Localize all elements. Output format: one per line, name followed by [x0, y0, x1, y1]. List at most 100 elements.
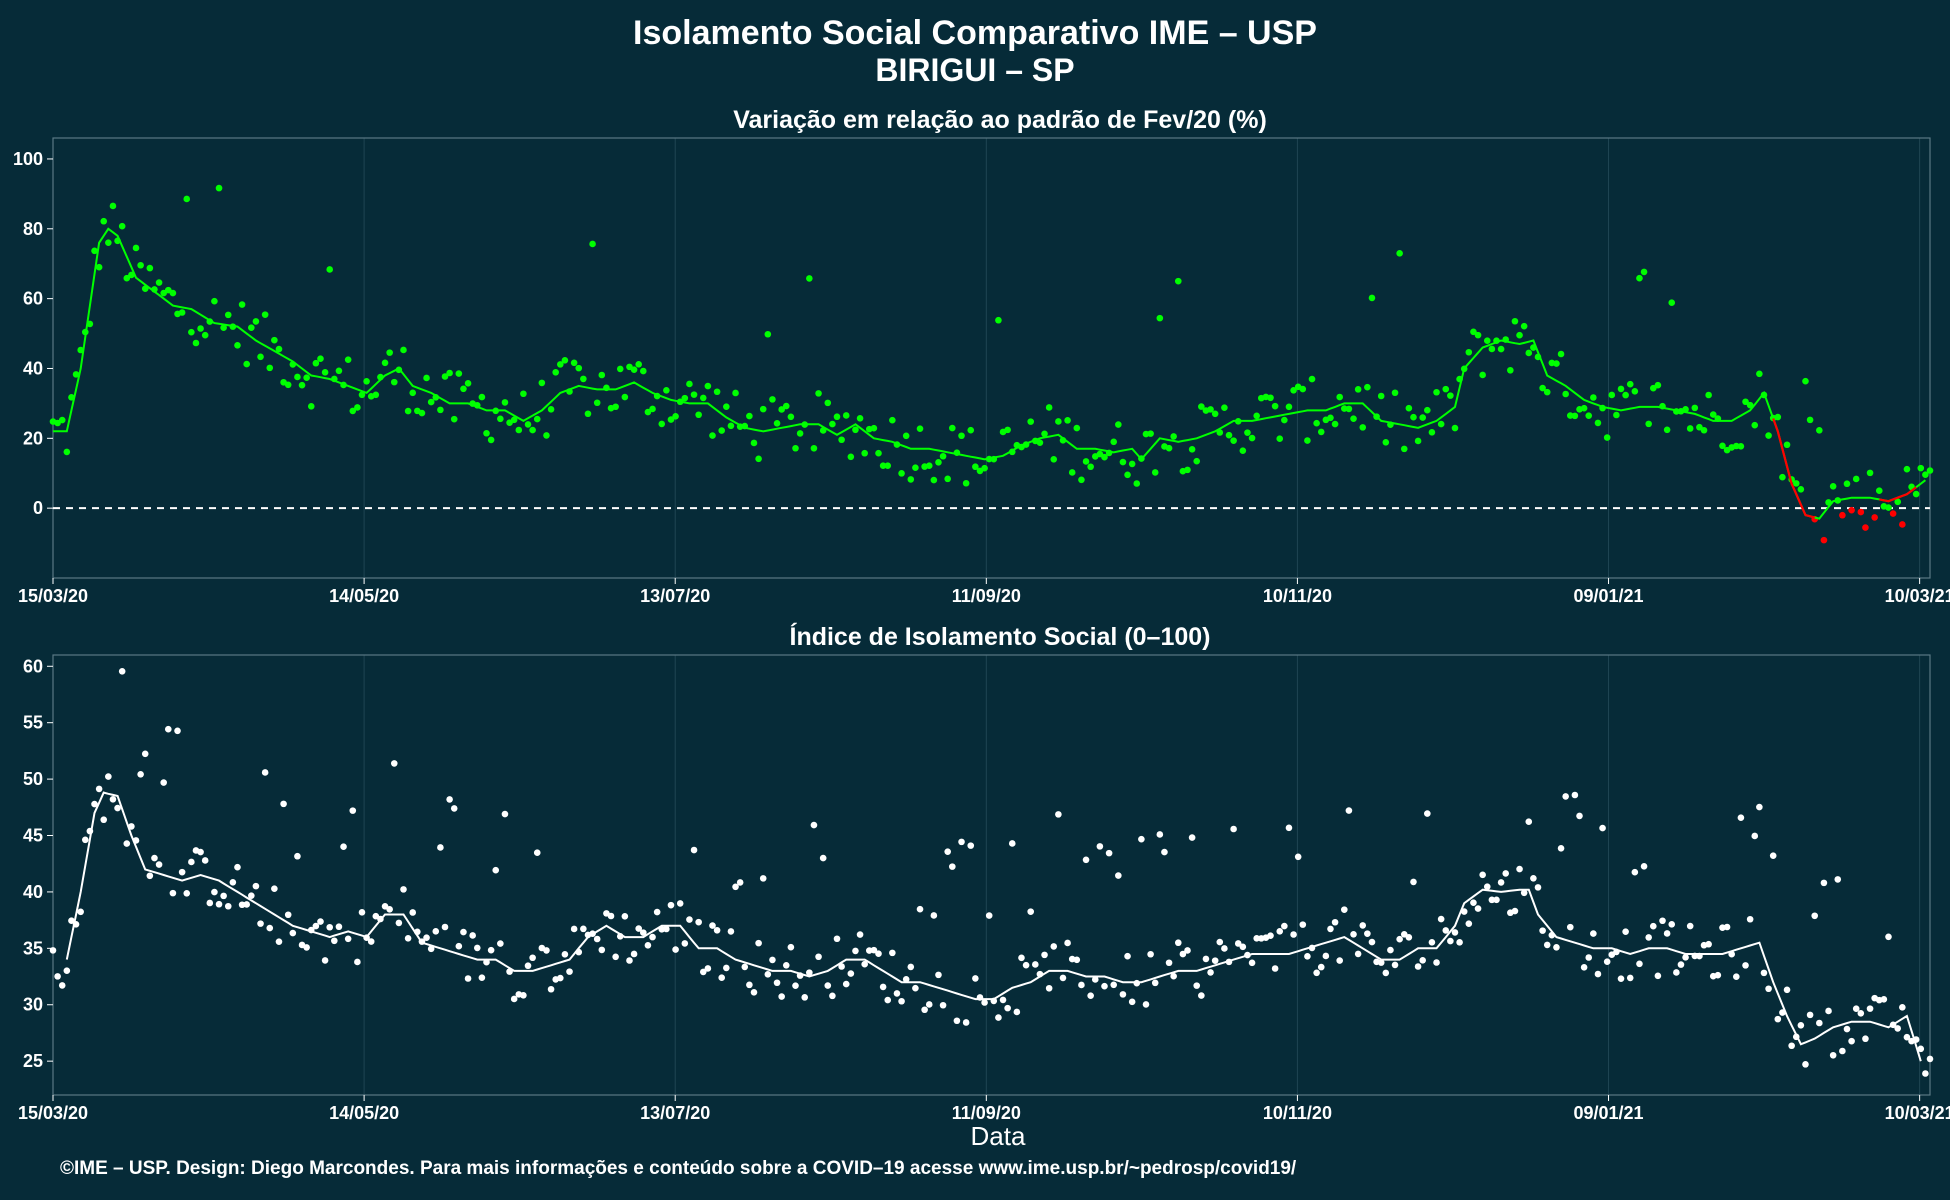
data-point [1377, 959, 1385, 966]
data-point [464, 380, 472, 387]
data-point [275, 345, 283, 353]
data-point [1451, 929, 1459, 936]
data-point [806, 275, 813, 282]
data-point [81, 836, 89, 844]
data-point [1045, 404, 1053, 411]
data-point [995, 316, 1002, 324]
data-point [1128, 998, 1136, 1006]
data-point [630, 950, 638, 958]
data-point [649, 933, 656, 941]
data-point [672, 413, 679, 420]
data-point [1184, 466, 1191, 474]
data-point [1470, 328, 1477, 336]
data-point [1313, 969, 1320, 977]
data-point [1364, 930, 1371, 937]
data-point [1234, 940, 1242, 947]
data-point [842, 980, 850, 988]
data-point [1156, 314, 1164, 322]
data-point [1539, 927, 1546, 934]
data-point [736, 879, 744, 886]
data-point [1654, 381, 1662, 389]
data-point [1253, 934, 1260, 942]
data-point [1829, 1051, 1837, 1059]
data-point [497, 415, 504, 423]
data-point [709, 922, 716, 929]
data-point [1442, 927, 1450, 934]
data-point [635, 361, 642, 368]
y-tick-label: 50 [23, 769, 43, 789]
variation-panel: 0 20 40 60 80 100 15/03/20 14/05/20 13/07/20 11/0… [13, 137, 1950, 606]
data-point [676, 900, 684, 907]
data-point [437, 406, 444, 414]
data-point [1816, 1019, 1823, 1027]
data-point [188, 328, 195, 336]
y-tick-label: 80 [23, 219, 43, 239]
data-point [1110, 438, 1118, 446]
data-point [105, 239, 112, 246]
data-point [1364, 383, 1371, 391]
data-point [815, 390, 822, 397]
data-point [1239, 447, 1247, 454]
data-point [1848, 506, 1855, 514]
data-point [1336, 957, 1343, 964]
y-tick-label: 60 [23, 289, 43, 309]
data-point [1142, 1001, 1150, 1008]
x-tick-label: 10/03/21 [1885, 586, 1950, 606]
data-point [575, 364, 583, 372]
data-point [1174, 277, 1182, 285]
data-point [1483, 883, 1491, 891]
data-point [930, 476, 938, 484]
data-point [1437, 420, 1445, 428]
data-point [1059, 974, 1067, 982]
data-point [1557, 350, 1565, 358]
data-point [1304, 953, 1311, 960]
data-point [1128, 460, 1136, 468]
data-point [1151, 979, 1159, 987]
data-point [183, 195, 191, 203]
data-point [1636, 274, 1643, 282]
chart-title: Isolamento Social Comparativo IME – USP [633, 14, 1317, 52]
data-point [137, 261, 144, 269]
data-point [1294, 853, 1302, 861]
data-point [1779, 473, 1786, 481]
data-point [690, 391, 698, 398]
data-point [552, 368, 559, 376]
data-point [1566, 923, 1574, 931]
data-point [1760, 969, 1768, 977]
data-point [1659, 917, 1666, 925]
data-point [1709, 411, 1717, 418]
data-point [1885, 933, 1892, 941]
data-point [1156, 831, 1164, 838]
data-point [1101, 982, 1108, 990]
data-point [1520, 322, 1528, 330]
data-point [1668, 921, 1676, 928]
data-point [289, 929, 297, 937]
data-point [1922, 471, 1929, 479]
data-point [1447, 937, 1454, 945]
data-point [220, 324, 227, 332]
data-point [1816, 426, 1823, 434]
data-point [1027, 908, 1035, 915]
data-point [1350, 930, 1357, 938]
data-point [188, 858, 195, 866]
data-point [1313, 419, 1320, 427]
data-point [1068, 469, 1076, 476]
data-point [238, 301, 246, 308]
data-point [1368, 938, 1376, 946]
data-point [626, 957, 633, 964]
data-point [612, 403, 619, 411]
data-point [1188, 446, 1196, 453]
data-point [1073, 956, 1081, 964]
y-tick-label: 40 [23, 358, 43, 378]
data-point [1008, 840, 1016, 847]
data-point [478, 974, 486, 981]
data-point [792, 982, 799, 989]
data-point [155, 861, 163, 868]
data-point [580, 375, 587, 383]
data-point [769, 956, 776, 964]
data-point [248, 324, 255, 331]
data-point [759, 405, 767, 413]
data-point [1839, 511, 1846, 519]
data-point [1045, 984, 1053, 992]
data-point [317, 918, 324, 925]
